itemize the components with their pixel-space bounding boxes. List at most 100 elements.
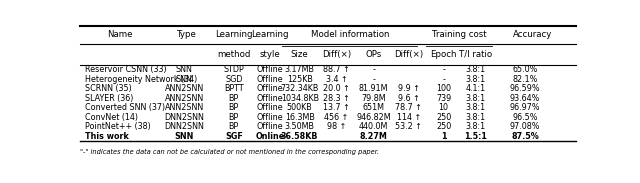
Text: 250: 250 (436, 113, 451, 122)
Text: 97.08%: 97.08% (509, 122, 540, 131)
Text: 946.82M: 946.82M (356, 113, 391, 122)
Text: 1034.8KB: 1034.8KB (281, 94, 319, 103)
Text: Offline: Offline (257, 122, 284, 131)
Text: 732.34KB: 732.34KB (280, 84, 319, 93)
Text: SNN: SNN (176, 75, 193, 84)
Text: 98 ↑: 98 ↑ (327, 122, 346, 131)
Text: BPTT: BPTT (224, 84, 244, 93)
Text: 4.1:1: 4.1:1 (465, 84, 485, 93)
Text: Learning: Learning (252, 31, 289, 40)
Text: SNN: SNN (175, 132, 194, 141)
Text: -: - (372, 65, 375, 74)
Text: 9.9 ↑: 9.9 ↑ (398, 84, 420, 93)
Text: 3.8:1: 3.8:1 (465, 113, 485, 122)
Text: 8.27M: 8.27M (360, 132, 388, 141)
Text: Accuracy: Accuracy (513, 31, 552, 40)
Text: ANN2SNN: ANN2SNN (164, 103, 204, 112)
Text: 53.2 ↑: 53.2 ↑ (396, 122, 422, 131)
Text: 250: 250 (436, 122, 451, 131)
Text: ANN2SNN: ANN2SNN (164, 84, 204, 93)
Text: Heterogeneity Network (34): Heterogeneity Network (34) (85, 75, 197, 84)
Text: 81.91M: 81.91M (359, 84, 388, 93)
Text: 36.58KB: 36.58KB (281, 132, 319, 141)
Text: Reservoir CSNN (33): Reservoir CSNN (33) (85, 65, 166, 74)
Text: Training cost: Training cost (431, 31, 486, 40)
Text: 3.50MB: 3.50MB (285, 122, 315, 131)
Text: 3.8:1: 3.8:1 (465, 65, 485, 74)
Text: 13.7 ↑: 13.7 ↑ (323, 103, 350, 112)
Text: Name: Name (107, 31, 132, 40)
Text: 10: 10 (438, 103, 449, 112)
Text: 3.8:1: 3.8:1 (465, 103, 485, 112)
Text: Online: Online (255, 132, 285, 141)
Text: 20.0 ↑: 20.0 ↑ (323, 84, 350, 93)
Text: Epoch: Epoch (430, 50, 457, 59)
Text: style: style (260, 50, 280, 59)
Text: 65.0%: 65.0% (512, 65, 538, 74)
Text: Offline: Offline (257, 103, 284, 112)
Text: 87.5%: 87.5% (511, 132, 539, 141)
Text: Diff(×): Diff(×) (322, 50, 351, 59)
Text: 9.6 ↑: 9.6 ↑ (398, 94, 420, 103)
Text: 96.5%: 96.5% (512, 113, 538, 122)
Text: 16.3MB: 16.3MB (285, 113, 315, 122)
Text: SNN: SNN (176, 65, 193, 74)
Text: 96.97%: 96.97% (509, 103, 540, 112)
Text: 78.7 ↑: 78.7 ↑ (396, 103, 422, 112)
Text: 3.8:1: 3.8:1 (465, 122, 485, 131)
Text: Diff(×): Diff(×) (394, 50, 424, 59)
Text: 88.7 ↑: 88.7 ↑ (323, 65, 350, 74)
Text: Offline: Offline (257, 113, 284, 122)
Text: 1: 1 (441, 132, 446, 141)
Text: SGD: SGD (225, 75, 243, 84)
Text: SCRNN (35): SCRNN (35) (85, 84, 132, 93)
Text: 3.17MB: 3.17MB (285, 65, 315, 74)
Text: SGF: SGF (225, 132, 243, 141)
Text: -: - (372, 75, 375, 84)
Text: 3.8:1: 3.8:1 (465, 75, 485, 84)
Text: 651M: 651M (363, 103, 385, 112)
Text: STDP: STDP (223, 65, 244, 74)
Text: 1.5:1: 1.5:1 (464, 132, 487, 141)
Text: BP: BP (228, 113, 239, 122)
Text: "-" indicates the data can not be calculated or not mentioned in the correspondi: "-" indicates the data can not be calcul… (80, 149, 379, 155)
Text: T/I ratio: T/I ratio (459, 50, 492, 59)
Text: 93.64%: 93.64% (509, 94, 540, 103)
Text: Model information: Model information (310, 31, 389, 40)
Text: 3.4 ↑: 3.4 ↑ (326, 75, 348, 84)
Text: Learning: Learning (215, 31, 253, 40)
Text: BP: BP (228, 94, 239, 103)
Text: 96.59%: 96.59% (509, 84, 540, 93)
Text: 440.0M: 440.0M (359, 122, 388, 131)
Text: Offline: Offline (257, 94, 284, 103)
Text: ANN2SNN: ANN2SNN (164, 94, 204, 103)
Text: -: - (442, 65, 445, 74)
Text: 28.3 ↑: 28.3 ↑ (323, 94, 350, 103)
Text: -: - (442, 75, 445, 84)
Text: BP: BP (228, 122, 239, 131)
Text: PointNet++ (38): PointNet++ (38) (85, 122, 150, 131)
Text: Offline: Offline (257, 84, 284, 93)
Text: Offline: Offline (257, 65, 284, 74)
Text: 114 ↑: 114 ↑ (397, 113, 421, 122)
Text: method: method (217, 50, 250, 59)
Text: BP: BP (228, 103, 239, 112)
Text: 500KB: 500KB (287, 103, 312, 112)
Text: ConvNet (14): ConvNet (14) (85, 113, 138, 122)
Text: SLAYER (36): SLAYER (36) (85, 94, 133, 103)
Text: Type: Type (177, 31, 196, 40)
Text: 82.1%: 82.1% (512, 75, 538, 84)
Text: This work: This work (85, 132, 129, 141)
Text: 3.8:1: 3.8:1 (465, 94, 485, 103)
Text: 739: 739 (436, 94, 451, 103)
Text: DNN2SNN: DNN2SNN (164, 113, 204, 122)
Text: 100: 100 (436, 84, 451, 93)
Text: 79.8M: 79.8M (362, 94, 386, 103)
Text: DNN2SNN: DNN2SNN (164, 122, 204, 131)
Text: 456 ↑: 456 ↑ (324, 113, 349, 122)
Text: Size: Size (291, 50, 308, 59)
Text: 125KB: 125KB (287, 75, 313, 84)
Text: Offline: Offline (257, 75, 284, 84)
Text: OPs: OPs (365, 50, 381, 59)
Text: Converted SNN (37): Converted SNN (37) (85, 103, 165, 112)
